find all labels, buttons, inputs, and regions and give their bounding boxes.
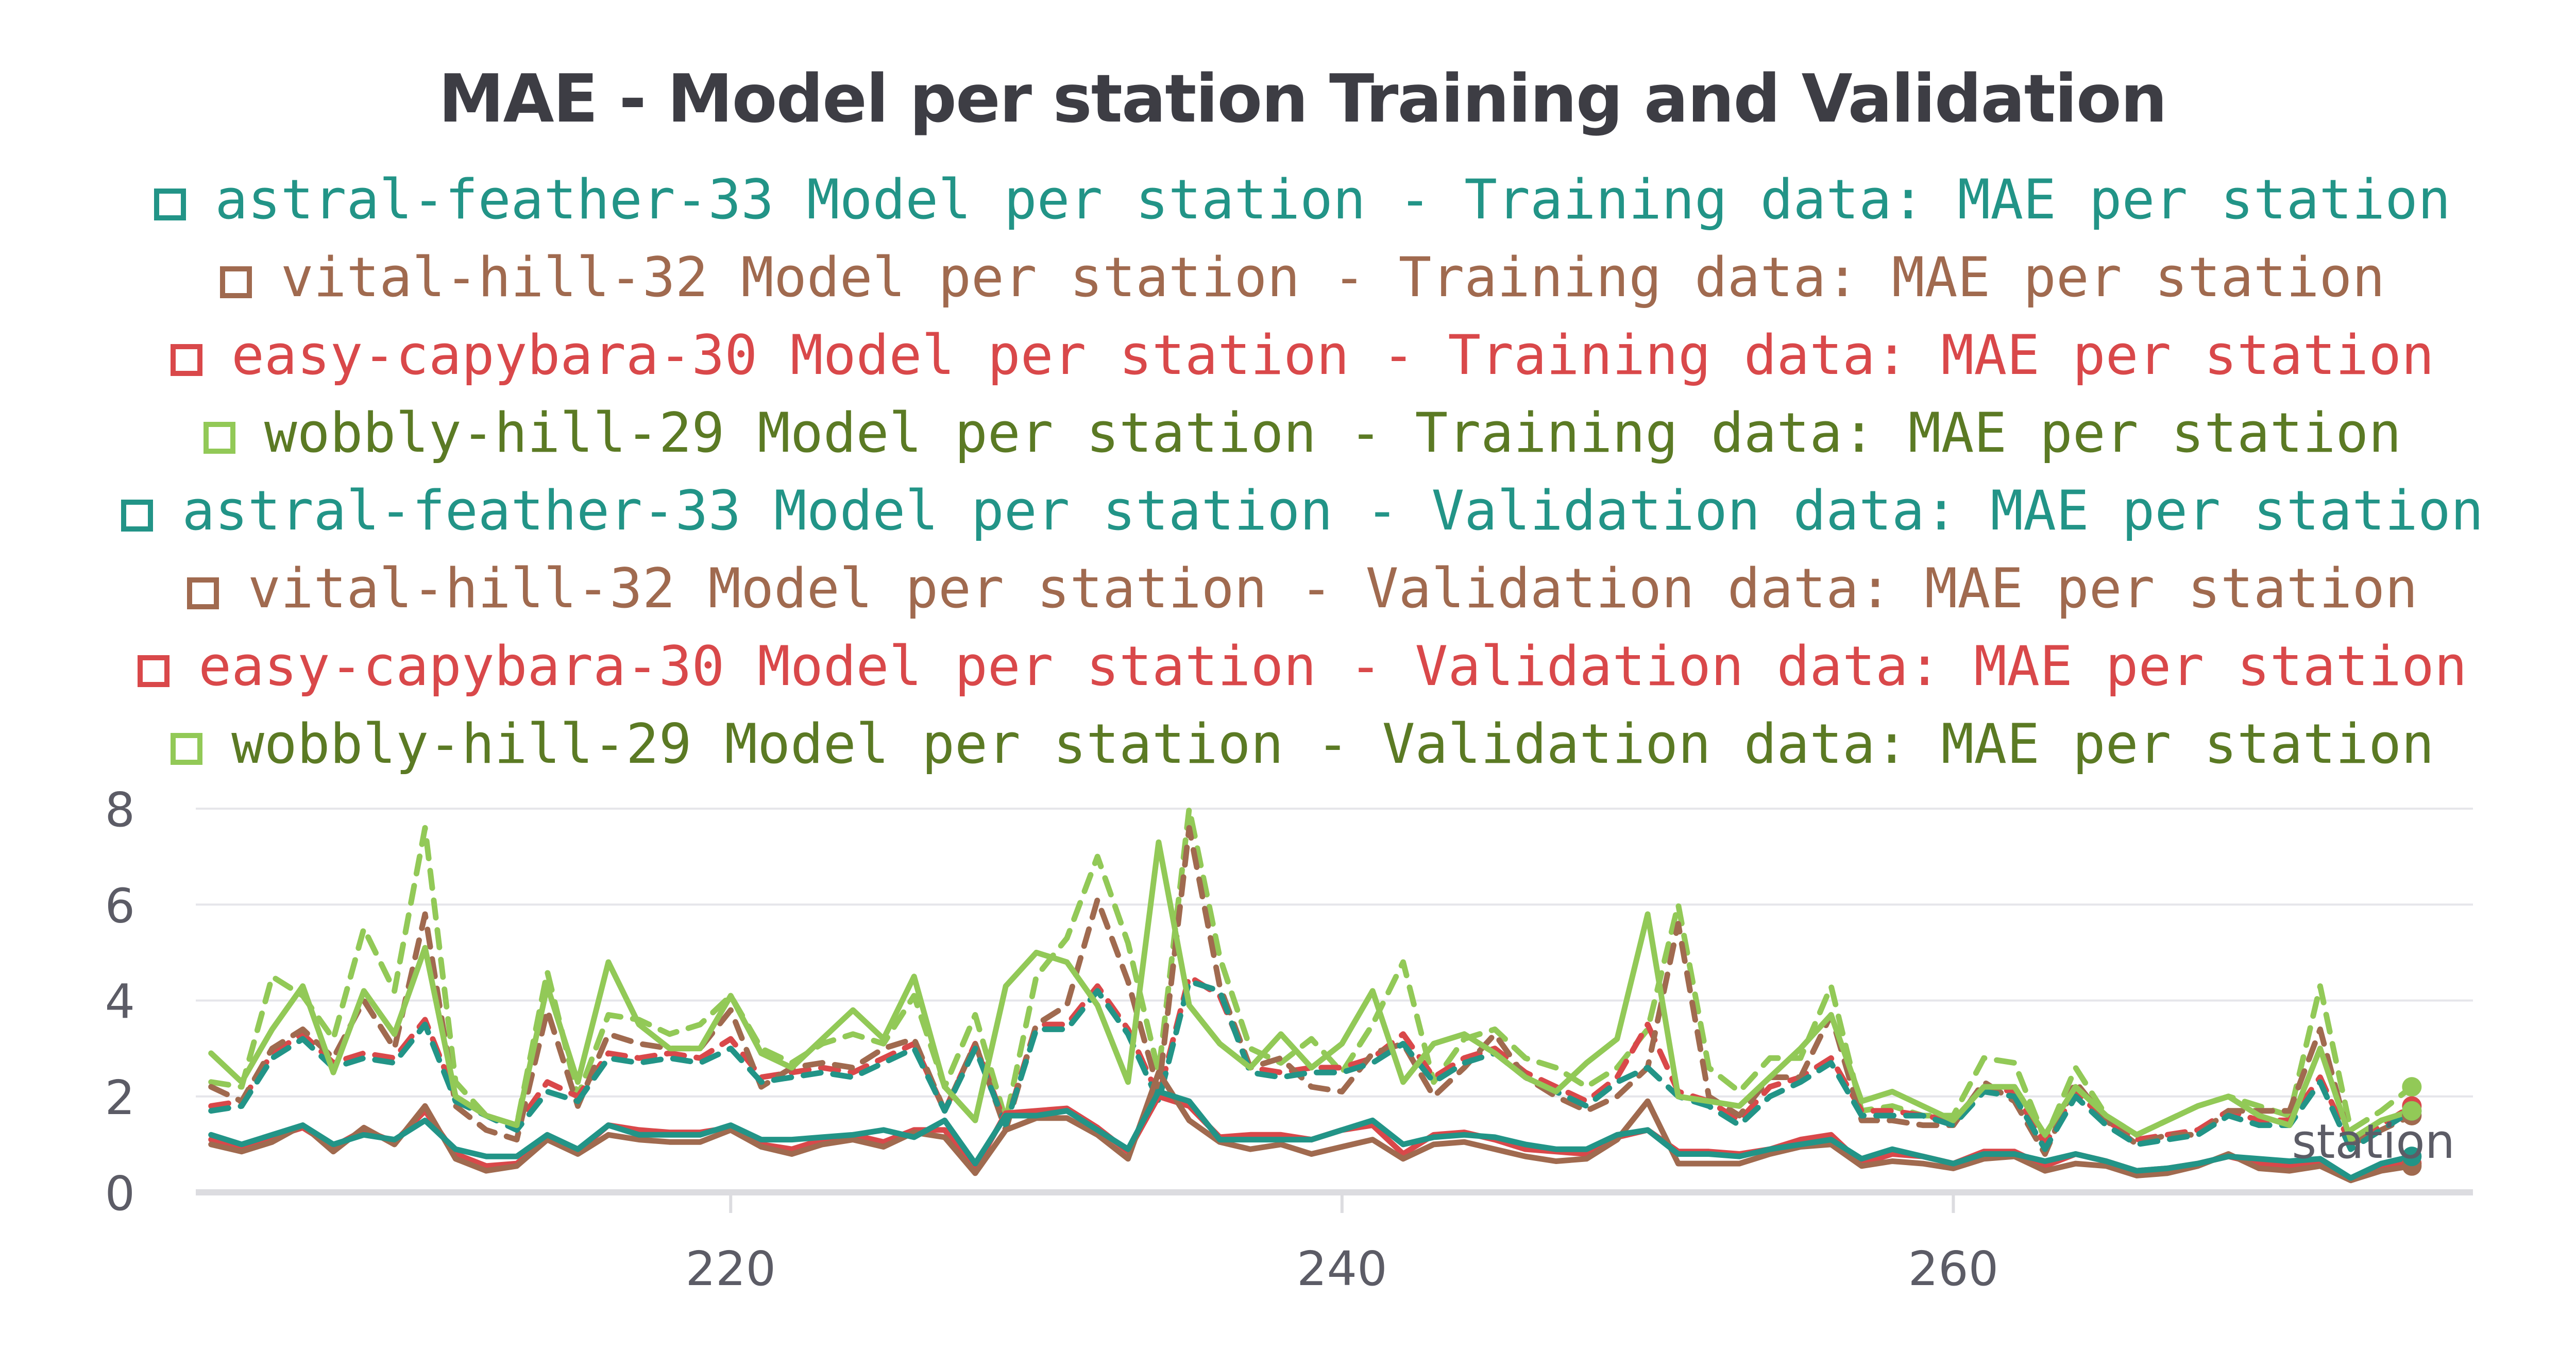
legend-label: easy-capybara-30 Model per station - Val… bbox=[198, 635, 2467, 698]
legend-label: astral-feather-33 Model per station - Tr… bbox=[215, 168, 2451, 231]
series-endpoints bbox=[2402, 1077, 2422, 1176]
series-line bbox=[208, 1088, 2415, 1181]
series-endpoint-marker bbox=[2402, 1147, 2422, 1167]
legend-item[interactable]: easy-capybara-30 Model per station - Val… bbox=[0, 630, 2576, 703]
legend-label: wobbly-hill-29 Model per station - Train… bbox=[264, 401, 2402, 465]
legend-item[interactable]: easy-capybara-30 Model per station - Tra… bbox=[0, 319, 2576, 391]
series-line bbox=[208, 839, 2415, 1143]
legend-item[interactable]: wobbly-hill-29 Model per station - Train… bbox=[0, 397, 2576, 469]
x-axis-label: station bbox=[2292, 1114, 2455, 1169]
x-tick-label: 240 bbox=[1297, 1241, 1387, 1296]
legend-swatch bbox=[219, 266, 252, 298]
axes: 0 2 4 6 8 220 240 260 bbox=[105, 782, 2473, 1296]
chart-title: MAE - Model per station Training and Val… bbox=[438, 61, 2167, 138]
legend-item[interactable]: vital-hill-32 Model per station - Traini… bbox=[0, 242, 2576, 314]
series-line bbox=[208, 978, 2415, 1152]
x-tick-label: 260 bbox=[1908, 1241, 1999, 1296]
legend-item[interactable]: astral-feather-33 Model per station - Va… bbox=[0, 475, 2576, 547]
series-endpoint-marker bbox=[2402, 1101, 2422, 1121]
y-tick-label: 4 bbox=[105, 974, 135, 1030]
legend-item[interactable]: wobbly-hill-29 Model per station - Valid… bbox=[0, 708, 2576, 780]
y-tick-label: 8 bbox=[105, 782, 135, 837]
legend-item[interactable]: astral-feather-33 Model per station - Tr… bbox=[0, 164, 2576, 236]
y-tick-label: 0 bbox=[105, 1166, 135, 1221]
series-line bbox=[208, 1069, 2415, 1184]
series-endpoint-marker bbox=[2402, 1077, 2422, 1097]
legend-swatch bbox=[138, 655, 170, 687]
x-tick-label: 220 bbox=[685, 1241, 776, 1296]
y-tick-label: 2 bbox=[105, 1070, 135, 1125]
series-line bbox=[208, 825, 2415, 1157]
series-lines bbox=[208, 806, 2415, 1184]
legend-swatch bbox=[171, 733, 203, 765]
legend-swatch bbox=[121, 500, 154, 532]
y-tick-label: 6 bbox=[105, 878, 135, 933]
legend-label: wobbly-hill-29 Model per station - Valid… bbox=[231, 712, 2434, 776]
legend-label: vital-hill-32 Model per station - Traini… bbox=[280, 246, 2385, 309]
legend-swatch bbox=[171, 344, 203, 376]
legend-swatch bbox=[187, 577, 219, 609]
legend-swatch bbox=[203, 422, 235, 454]
legend-label: easy-capybara-30 Model per station - Tra… bbox=[231, 323, 2434, 387]
legend-item[interactable]: vital-hill-32 Model per station - Valida… bbox=[0, 553, 2576, 625]
legend-swatch bbox=[154, 189, 187, 220]
legend-label: astral-feather-33 Model per station - Va… bbox=[182, 479, 2484, 542]
legend-label: vital-hill-32 Model per station - Valida… bbox=[248, 557, 2418, 620]
